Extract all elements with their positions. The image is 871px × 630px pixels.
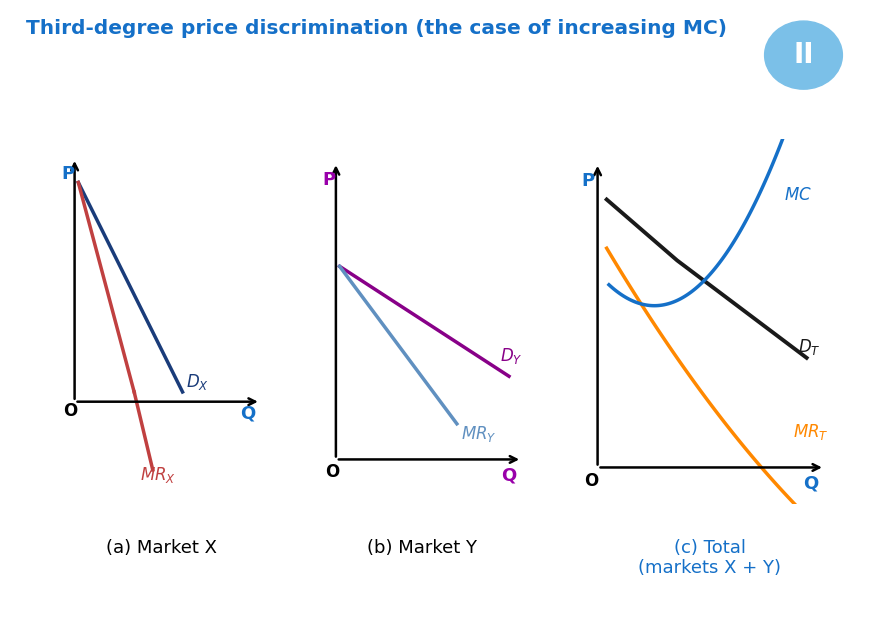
Text: P: P <box>323 171 336 189</box>
Text: (b) Market Y: (b) Market Y <box>368 539 477 557</box>
Text: P: P <box>582 172 595 190</box>
Text: O: O <box>64 403 78 420</box>
Text: Q: Q <box>803 475 818 493</box>
Text: (a) Market X: (a) Market X <box>105 539 217 557</box>
Circle shape <box>765 21 842 89</box>
Text: P: P <box>62 166 75 183</box>
Text: Third-degree price discrimination (the case of increasing MC): Third-degree price discrimination (the c… <box>26 19 727 38</box>
Text: O: O <box>584 472 598 490</box>
Text: II: II <box>793 41 814 69</box>
Text: Q: Q <box>501 466 517 484</box>
Text: $MR_Y$: $MR_Y$ <box>461 423 496 444</box>
Text: $D_Y$: $D_Y$ <box>500 346 523 367</box>
Text: $MC$: $MC$ <box>784 185 812 203</box>
Text: O: O <box>325 463 339 481</box>
Text: $MR_X$: $MR_X$ <box>139 465 176 484</box>
Text: $MR_T$: $MR_T$ <box>793 422 828 442</box>
Text: $D_X$: $D_X$ <box>186 372 209 392</box>
Text: (c) Total
(markets X + Y): (c) Total (markets X + Y) <box>638 539 781 578</box>
Text: $D_T$: $D_T$ <box>798 337 820 357</box>
Text: Q: Q <box>240 404 255 423</box>
